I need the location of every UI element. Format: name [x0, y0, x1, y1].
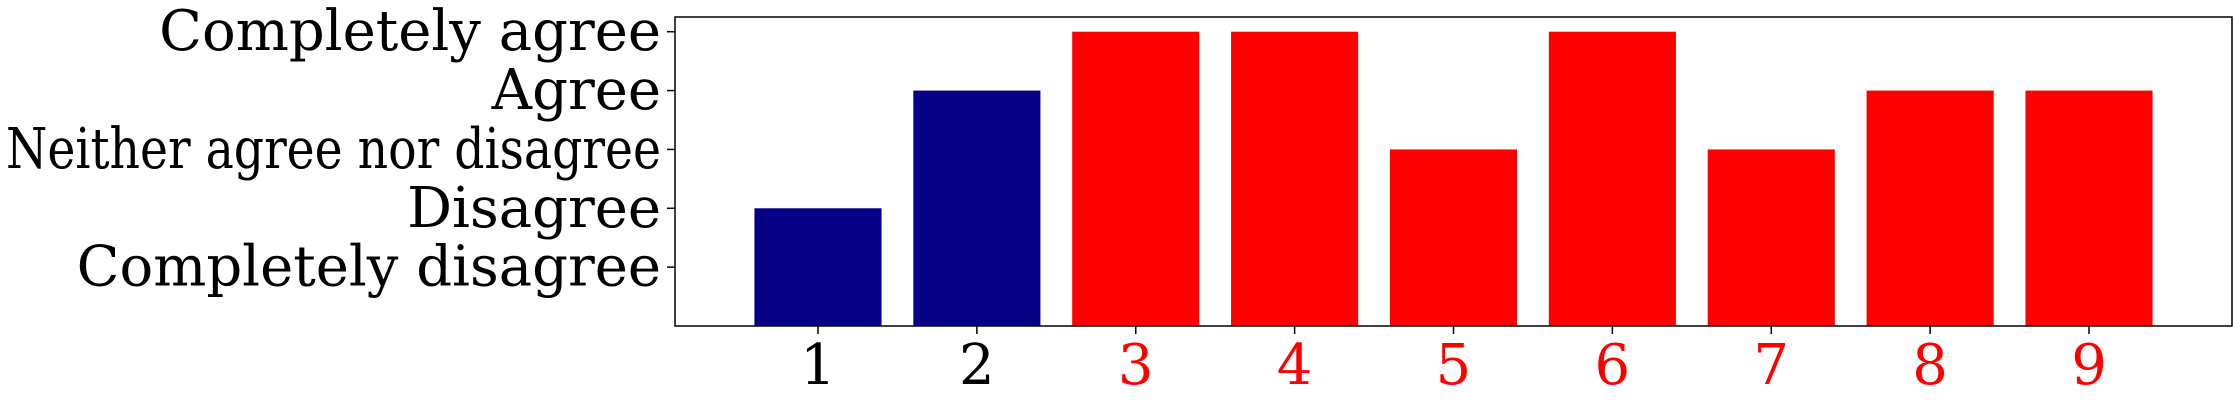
x-tick-label-5: 5	[1436, 333, 1472, 398]
bar-1	[754, 208, 882, 326]
x-tick-label-1: 1	[800, 333, 836, 398]
x-tick-label-3: 3	[1118, 333, 1154, 398]
bar-7	[1707, 149, 1835, 326]
bar-3	[1072, 31, 1200, 326]
bar-4	[1231, 31, 1359, 326]
x-tick-label-4: 4	[1277, 333, 1313, 398]
bar-9	[2025, 90, 2153, 326]
x-tick-label-6: 6	[1595, 333, 1631, 398]
y-tick-label-4: Agree	[491, 58, 661, 123]
bar-8	[1866, 90, 1994, 326]
bar-6	[1548, 31, 1676, 326]
bar-5	[1389, 149, 1518, 326]
y-tick-label-3: Neither agree nor disagree	[6, 117, 661, 182]
x-axis-ticks: 1 2 3 4 5 6 7 8 9	[800, 326, 2107, 398]
x-tick-label-7: 7	[1753, 333, 1789, 398]
bars-group	[754, 31, 2153, 326]
y-tick-label-5: Completely agree	[159, 0, 661, 64]
x-tick-label-2: 2	[959, 333, 995, 398]
bar-2	[913, 90, 1041, 326]
x-tick-label-8: 8	[1912, 333, 1948, 398]
y-tick-label-2: Disagree	[407, 176, 661, 241]
plot-frame	[674, 16, 2233, 327]
y-tick-label-1: Completely disagree	[77, 235, 661, 300]
x-tick-label-9: 9	[2071, 333, 2107, 398]
